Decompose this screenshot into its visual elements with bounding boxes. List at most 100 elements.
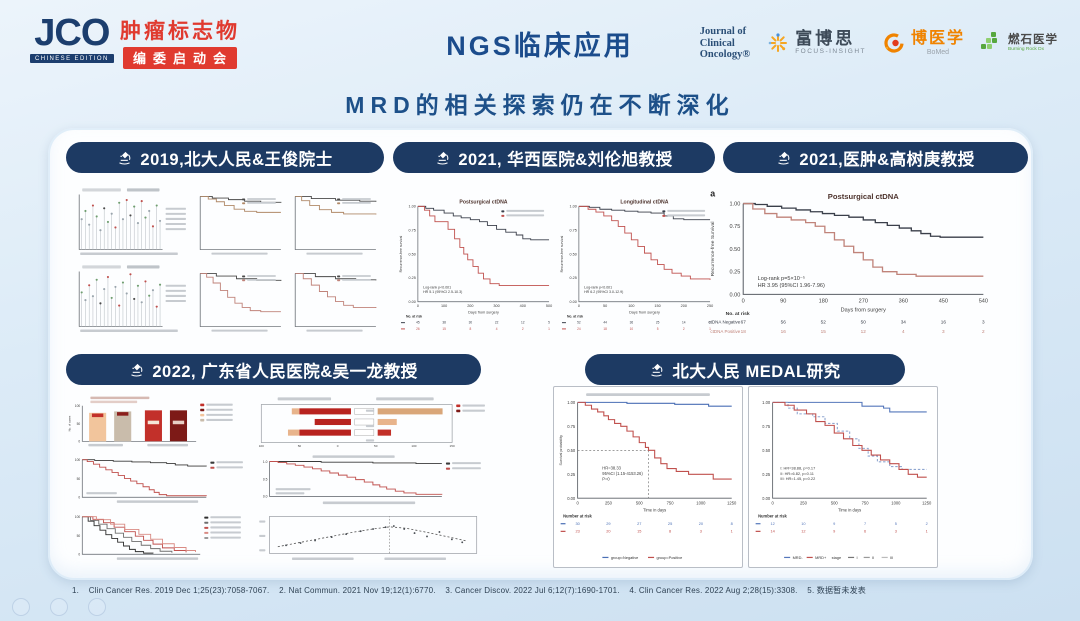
svg-text:250: 250 <box>605 500 613 505</box>
slide-content-card: 2019,北大人民&王俊院士 2021, 华西医院&刘伦旭教授 2021,医肿&… <box>48 128 1033 580</box>
svg-text:10: 10 <box>801 521 805 526</box>
svg-text:1250: 1250 <box>922 500 932 505</box>
svg-text:23: 23 <box>575 529 579 534</box>
svg-text:100: 100 <box>75 515 81 519</box>
svg-text:400: 400 <box>520 304 526 308</box>
svg-text:500: 500 <box>636 500 644 505</box>
svg-text:No. at risk: No. at risk <box>567 315 583 319</box>
panel-title: 2021, 华西医院&刘伦旭教授 <box>458 150 673 169</box>
svg-text:24: 24 <box>577 327 581 331</box>
svg-text:MRD-: MRD- <box>793 555 804 560</box>
microscope-icon <box>437 151 449 165</box>
svg-text:HR 5.1 (95%CI 2.5-10.3): HR 5.1 (95%CI 2.5-10.3) <box>423 290 462 294</box>
svg-text:38: 38 <box>442 321 446 325</box>
km-chart-dfs-mrd: 1.0 0.5 0.0 <box>263 455 481 505</box>
panel-header-medal: 北大人民 MEDAL研究 <box>585 354 905 385</box>
svg-text:2: 2 <box>926 521 928 526</box>
svg-text:I: HR=38.88, p=0.17: I: HR=38.88, p=0.17 <box>780 465 815 470</box>
svg-text:0: 0 <box>742 298 745 304</box>
svg-text:56: 56 <box>781 320 787 325</box>
svg-text:18: 18 <box>741 329 747 334</box>
svg-text:15: 15 <box>637 529 641 534</box>
km-mini-chart-4 <box>294 272 377 332</box>
panel-header-2019-pku: 2019,北大人民&王俊院士 <box>66 142 384 173</box>
panel-header-2022-guangdong: 2022, 广东省人民医院&吴一龙教授 <box>66 354 481 385</box>
svg-text:16: 16 <box>941 320 947 325</box>
svg-text:50: 50 <box>77 422 81 426</box>
svg-text:0: 0 <box>78 553 80 557</box>
svg-text:36: 36 <box>630 321 634 325</box>
svg-text:200: 200 <box>681 304 687 308</box>
km-chart-postsurgical-ctdna-westchina: 1.00 0.75 0.50 0.25 0.000 100 200 300 400 500 Post… <box>399 199 552 331</box>
svg-text:0.00: 0.00 <box>409 300 416 304</box>
svg-text:No. at risk: No. at risk <box>406 315 422 319</box>
svg-text:50: 50 <box>374 444 378 448</box>
svg-text:5: 5 <box>548 321 550 325</box>
svg-text:Days from surgery: Days from surgery <box>629 311 660 315</box>
viewer-control-button-3[interactable] <box>88 598 106 616</box>
svg-text:5: 5 <box>657 327 659 331</box>
svg-text:12: 12 <box>770 521 774 526</box>
svg-text:3: 3 <box>895 529 897 534</box>
svg-text:0.25: 0.25 <box>762 472 771 477</box>
event-brand-line1: 肿瘤标志物 <box>120 20 240 43</box>
svg-text:1: 1 <box>926 529 928 534</box>
svg-text:1.0: 1.0 <box>263 460 268 464</box>
svg-text:1.00: 1.00 <box>762 400 771 405</box>
references-footnote: 1. Clin Cancer Res. 2019 Dec 1;25(23):70… <box>72 586 866 595</box>
svg-text:Days from surgery: Days from surgery <box>841 308 887 314</box>
viewer-control-button-1[interactable] <box>12 598 30 616</box>
burning-rock-name-cn: 燃石医学 <box>1008 34 1058 47</box>
svg-text:44: 44 <box>603 321 607 325</box>
svg-text:ctDNA Negative: ctDNA Negative <box>708 320 740 325</box>
svg-text:500: 500 <box>546 304 552 308</box>
svg-text:15: 15 <box>442 327 446 331</box>
svg-text:250: 250 <box>800 500 808 505</box>
svg-text:3: 3 <box>700 529 702 534</box>
jco-journal-logo: Journal of Clinical Oncology® <box>700 26 750 61</box>
svg-text:0: 0 <box>771 500 774 505</box>
svg-text:0.75: 0.75 <box>570 229 577 233</box>
svg-text:HR 6.2 (95%CI 3.0-12.9): HR 6.2 (95%CI 3.0-12.9) <box>584 290 623 294</box>
svg-text:4: 4 <box>496 327 498 331</box>
svg-text:15: 15 <box>821 329 827 334</box>
svg-text:10: 10 <box>630 327 634 331</box>
medal-figure-box-2: 1.00 0.75 0.50 0.25 0.00 0 250 500 750 1000 1250 Ti… <box>748 386 938 568</box>
svg-text:8: 8 <box>669 529 671 534</box>
bomed-name-en: BoMed <box>926 48 950 56</box>
svg-text:7: 7 <box>864 521 866 526</box>
svg-text:29: 29 <box>606 521 610 526</box>
partner-logos: Journal of Clinical Oncology® 富博思 FOCUS-… <box>700 26 1058 61</box>
chart-bar-mrd-detection: 100 50 0 No. of cases <box>67 396 233 447</box>
svg-text:1: 1 <box>709 327 711 331</box>
svg-text:16: 16 <box>781 329 787 334</box>
microscope-icon <box>778 151 790 165</box>
panel-title: 2022, 广东省人民医院&吴一龙教授 <box>152 362 418 381</box>
svg-text:1.00: 1.00 <box>570 205 577 209</box>
svg-text:0.00: 0.00 <box>729 292 740 298</box>
svg-text:Longitudinal ctDNA: Longitudinal ctDNA <box>620 199 668 205</box>
km-chart-postsurgical-ctdna-cicams: 1.000.750.500.250.000 90 180 270 360 450 540Po… <box>708 188 988 334</box>
svg-text:Postsurgical ctDNA: Postsurgical ctDNA <box>828 192 900 201</box>
svg-text:0.25: 0.25 <box>567 472 576 477</box>
km-chart-medal-negative-vs-positive: 1.00 0.75 0.50 0.25 0.000 250 500 750 1000 1250 Ti… <box>559 393 737 560</box>
svg-text:750: 750 <box>667 500 675 505</box>
svg-text:180: 180 <box>819 298 828 304</box>
svg-text:100: 100 <box>75 404 81 408</box>
svg-text:4: 4 <box>902 329 905 334</box>
km-chart-medal-by-stage: 1.00 0.75 0.50 0.25 0.000 250 500 750 1000 1250 Ti… <box>755 400 932 560</box>
svg-text:45: 45 <box>416 321 420 325</box>
svg-text:0: 0 <box>337 444 339 448</box>
svg-text:25: 25 <box>656 321 660 325</box>
svg-text:Time in days: Time in days <box>643 508 666 513</box>
focus-insight-logo: 富博思 FOCUS-INSIGHT <box>766 30 866 56</box>
chart-tornado-subgroups: 100 50 0 50 100 150 <box>259 397 485 448</box>
svg-text:Days from surgery: Days from surgery <box>468 311 499 315</box>
svg-text:6: 6 <box>864 529 866 534</box>
svg-text:6: 6 <box>709 321 711 325</box>
starburst-icon <box>768 33 788 53</box>
viewer-control-button-2[interactable] <box>50 598 68 616</box>
svg-text:HR 3.95 (95%CI 1.96-7.96): HR 3.95 (95%CI 1.96-7.96) <box>758 283 825 289</box>
svg-text:100: 100 <box>75 458 81 462</box>
svg-text:0: 0 <box>417 304 419 308</box>
